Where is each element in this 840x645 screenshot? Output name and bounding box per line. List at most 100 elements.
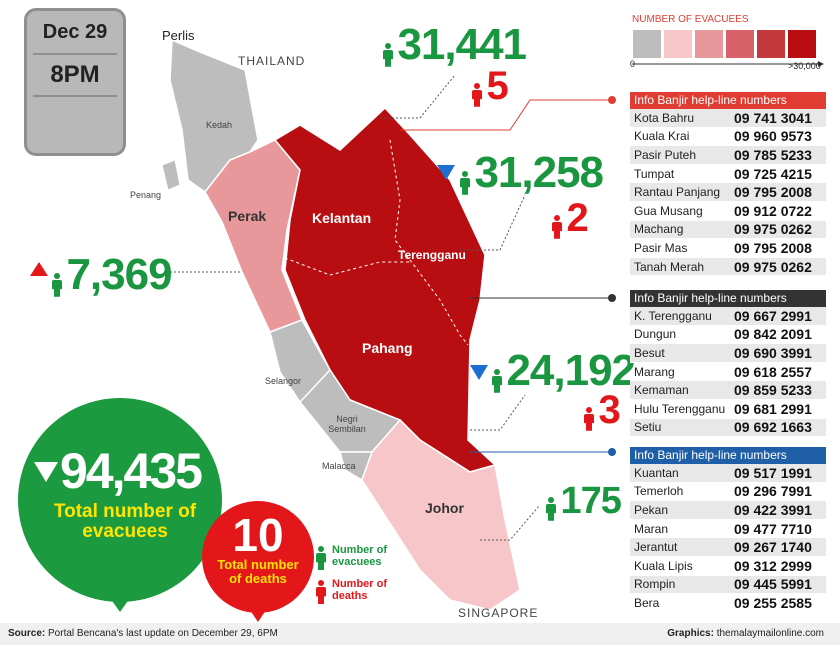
callout: 7,369 [52,250,173,300]
table-row: Marang 09 618 2557 [630,363,826,382]
map-label: Penang [130,190,162,200]
connector [380,74,456,119]
phone: 09 477 7710 [734,520,812,537]
evacuee-icon [383,42,393,67]
phone: 09 681 2991 [734,400,812,417]
location: Setiu [634,420,662,435]
evacuees: 31,258 [474,148,604,197]
map-label: Perlis [162,28,195,43]
table-row: Rantau Panjang 09 795 2008 [630,183,826,202]
map-label: Kelantan [312,210,372,226]
date-box: Dec 29 8PM [24,8,126,156]
table-row: Jerantut 09 267 1740 [630,538,826,557]
table-row: Bera 09 255 2585 [630,594,826,613]
location: Pasir Puteh [634,147,697,162]
source-text: Portal Bencana's last update on December… [48,628,278,639]
phone: 09 975 0262 [734,258,812,275]
separator [33,53,117,55]
helpline-table: Info Banjir help-line numbers Kuantan 09 5… [630,447,826,613]
callout: 24,192 [492,346,636,396]
location: Tumpat [634,166,675,181]
location: Temerloh [634,484,684,499]
time: 8PM [50,61,100,88]
location: Pekan [634,502,669,517]
table-row: Pasir Mas 09 795 2008 [630,239,826,258]
phone: 09 859 5233 [734,382,812,399]
map-label: Johor [425,500,464,516]
phone: 09 422 3991 [734,501,812,518]
phone: 09 975 0262 [734,221,812,238]
phone: 09 296 7991 [734,483,812,500]
location: Kuala Krai [634,129,690,144]
helpline-table: Info Banjir help-line numbers Kota Bahru 0… [630,92,826,277]
legend-swatch [664,30,692,58]
table-row: Dungun 09 842 2091 [630,326,826,345]
table-row: Kuala Krai 09 960 9573 [630,128,826,147]
legend-swatch [633,30,661,58]
table-row: Kuantan 09 517 1991 [630,464,826,483]
table-row: Gua Musang 09 912 0722 [630,202,826,221]
map-label: Selangor [265,376,302,386]
phone: 09 795 2008 [734,184,812,201]
table-row: Maran 09 477 7710 [630,520,826,539]
table-row: Besut 09 690 3991 [630,344,826,363]
down-arrow [470,365,488,380]
phone: 09 312 2999 [734,557,812,574]
phone: 09 517 1991 [734,464,812,481]
callout: 5 [472,64,509,109]
callout: 31,441 [383,20,527,70]
connector-dot [608,96,616,104]
evacuee-icon [546,496,556,521]
phone: 09 690 3991 [734,344,812,361]
location: Besut [634,345,665,360]
legend-arrow [818,61,824,67]
deaths: 3 [598,388,621,432]
connector [400,99,612,131]
table-body: Kota Bahru 09 741 3041 Kuala Krai 09 960 95… [630,109,826,277]
location: Rantau Panjang [634,185,721,200]
death-icon [584,406,594,431]
key-text: Number of deaths [332,578,387,602]
location: K. Terengganu [634,308,712,323]
circle-pointer [110,598,130,612]
table-row: Tanah Merah 09 975 0262 [630,257,826,277]
location: Rompin [634,577,676,592]
table-row: Pekan 09 422 3991 [630,501,826,520]
table-row: Setiu 09 692 1663 [630,418,826,438]
table-row: Pasir Puteh 09 785 5233 [630,146,826,165]
table-row: Kota Bahru 09 741 3041 [630,109,826,128]
down-arrow [34,462,58,482]
connector [470,394,526,431]
phone: 09 795 2008 [734,239,812,256]
callout: 175 [546,480,622,523]
evacuees: 31,441 [397,20,527,69]
phone: 09 267 1740 [734,539,812,556]
phone: 09 741 3041 [734,109,812,126]
separator [33,95,117,97]
connector [460,194,526,251]
table-row: Machang 09 975 0262 [630,220,826,240]
table-row: Rompin 09 445 5991 [630,575,826,595]
map-label: SINGAPORE [458,606,539,620]
callout: 2 [552,196,589,241]
location: Kuala Lipis [634,558,693,573]
state-border [284,257,410,276]
total-evacuees: 94,435 [60,443,203,499]
location: Tanah Merah [634,259,705,274]
map-label: Perak [228,208,267,224]
phone: 09 960 9573 [734,128,812,145]
location: Hulu Terengganu [634,401,726,416]
phone: 09 618 2557 [734,363,812,380]
source-label: Source: [8,628,46,639]
credit: Graphics: themalaymailonline.com [667,628,824,639]
evacuee-icon [492,368,502,393]
location: Gua Musang [634,203,703,218]
evacuee-icon [460,170,470,195]
date: Dec 29 [42,21,108,43]
table-row: Tumpat 09 725 4215 [630,165,826,184]
evacuees: 7,369 [66,250,172,299]
death-icon [552,214,562,239]
table-header: Info Banjir help-line numbers [630,290,826,307]
location: Bera [634,595,660,610]
